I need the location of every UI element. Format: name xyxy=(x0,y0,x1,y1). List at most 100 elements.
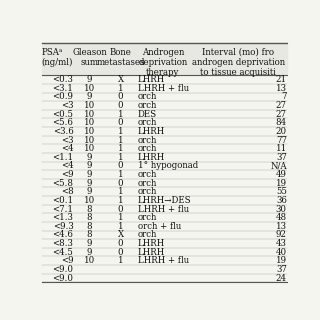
Text: 8: 8 xyxy=(87,204,92,213)
Text: Androgen: Androgen xyxy=(141,48,184,57)
Text: 1: 1 xyxy=(118,170,124,179)
Text: 1: 1 xyxy=(118,256,124,265)
Text: to tissue acquisiti: to tissue acquisiti xyxy=(200,68,276,77)
Text: orch: orch xyxy=(138,170,157,179)
Text: <4.5: <4.5 xyxy=(52,248,74,257)
Text: 10: 10 xyxy=(84,118,95,127)
Text: <1.1: <1.1 xyxy=(52,153,74,162)
Text: orch + flu: orch + flu xyxy=(138,222,181,231)
Text: <4.6: <4.6 xyxy=(52,230,74,239)
Text: <4: <4 xyxy=(61,144,74,153)
Text: LHRH + flu: LHRH + flu xyxy=(138,256,189,265)
Text: 9: 9 xyxy=(87,239,92,248)
Text: 9: 9 xyxy=(87,153,92,162)
Text: DES: DES xyxy=(138,110,157,119)
Text: orch: orch xyxy=(138,144,157,153)
Text: 1: 1 xyxy=(118,213,124,222)
Text: 0: 0 xyxy=(118,179,124,188)
Text: 1: 1 xyxy=(118,222,124,231)
Text: 10: 10 xyxy=(84,144,95,153)
Bar xyxy=(43,43,287,75)
Text: 10: 10 xyxy=(84,101,95,110)
Text: 9: 9 xyxy=(87,92,92,101)
Text: <0.1: <0.1 xyxy=(52,196,74,205)
Text: orch: orch xyxy=(138,92,157,101)
Text: Bone: Bone xyxy=(110,48,132,57)
Text: deprivation: deprivation xyxy=(138,58,188,67)
Text: N/A: N/A xyxy=(270,161,287,171)
Text: orch: orch xyxy=(138,213,157,222)
Text: X: X xyxy=(117,75,124,84)
Text: orch: orch xyxy=(138,101,157,110)
Text: <1.3: <1.3 xyxy=(52,213,74,222)
Text: 1: 1 xyxy=(118,136,124,145)
Text: 10: 10 xyxy=(84,256,95,265)
Text: 24: 24 xyxy=(276,274,287,283)
Text: LHRH + flu: LHRH + flu xyxy=(138,84,189,93)
Text: 8: 8 xyxy=(87,230,92,239)
Text: 77: 77 xyxy=(276,136,287,145)
Text: 0: 0 xyxy=(118,161,124,171)
Text: 1: 1 xyxy=(118,153,124,162)
Text: orch: orch xyxy=(138,136,157,145)
Text: orch: orch xyxy=(138,118,157,127)
Text: LHRH: LHRH xyxy=(138,75,165,84)
Text: 37: 37 xyxy=(276,265,287,274)
Text: <0.3: <0.3 xyxy=(52,75,74,84)
Text: 48: 48 xyxy=(276,213,287,222)
Text: 0: 0 xyxy=(118,239,124,248)
Text: 0: 0 xyxy=(118,248,124,257)
Text: LHRH: LHRH xyxy=(138,239,165,248)
Text: 27: 27 xyxy=(276,101,287,110)
Text: 19: 19 xyxy=(276,256,287,265)
Text: orch: orch xyxy=(138,179,157,188)
Text: X: X xyxy=(117,230,124,239)
Text: LHRH: LHRH xyxy=(138,127,165,136)
Text: <3: <3 xyxy=(61,136,74,145)
Text: therapy: therapy xyxy=(146,68,180,77)
Text: Interval (mo) fro: Interval (mo) fro xyxy=(203,48,274,57)
Text: 30: 30 xyxy=(276,204,287,213)
Text: 19: 19 xyxy=(276,179,287,188)
Text: <3: <3 xyxy=(61,101,74,110)
Text: <5.8: <5.8 xyxy=(52,179,74,188)
Text: 1: 1 xyxy=(118,110,124,119)
Text: 43: 43 xyxy=(276,239,287,248)
Text: 84: 84 xyxy=(276,118,287,127)
Text: metastases: metastases xyxy=(96,58,145,67)
Text: 0: 0 xyxy=(118,118,124,127)
Text: 9: 9 xyxy=(87,187,92,196)
Text: 49: 49 xyxy=(276,170,287,179)
Text: LHRH: LHRH xyxy=(138,248,165,257)
Text: 10: 10 xyxy=(84,127,95,136)
Text: PSAᵃ: PSAᵃ xyxy=(41,48,62,57)
Text: 9: 9 xyxy=(87,248,92,257)
Text: <4: <4 xyxy=(61,161,74,171)
Text: Gleason: Gleason xyxy=(72,48,107,57)
Text: <9: <9 xyxy=(61,170,74,179)
Text: 0: 0 xyxy=(118,101,124,110)
Text: 8: 8 xyxy=(87,213,92,222)
Text: 11: 11 xyxy=(276,144,287,153)
Text: 1: 1 xyxy=(118,196,124,205)
Text: <9: <9 xyxy=(61,256,74,265)
Text: 10: 10 xyxy=(84,136,95,145)
Text: <9.3: <9.3 xyxy=(53,222,74,231)
Text: (ng/ml): (ng/ml) xyxy=(41,58,73,67)
Text: 36: 36 xyxy=(276,196,287,205)
Text: <0.9: <0.9 xyxy=(52,92,74,101)
Text: <8: <8 xyxy=(61,187,74,196)
Text: 1: 1 xyxy=(118,127,124,136)
Text: 55: 55 xyxy=(276,187,287,196)
Text: androgen deprivation: androgen deprivation xyxy=(192,58,285,67)
Text: <9.0: <9.0 xyxy=(52,265,74,274)
Text: <3.1: <3.1 xyxy=(52,84,74,93)
Text: <9.0: <9.0 xyxy=(52,274,74,283)
Text: 10: 10 xyxy=(84,196,95,205)
Text: 1° hypogonad: 1° hypogonad xyxy=(138,161,198,171)
Text: LHRH: LHRH xyxy=(138,153,165,162)
Text: <3.6: <3.6 xyxy=(53,127,74,136)
Text: 10: 10 xyxy=(84,84,95,93)
Text: 0: 0 xyxy=(118,204,124,213)
Text: 1: 1 xyxy=(118,187,124,196)
